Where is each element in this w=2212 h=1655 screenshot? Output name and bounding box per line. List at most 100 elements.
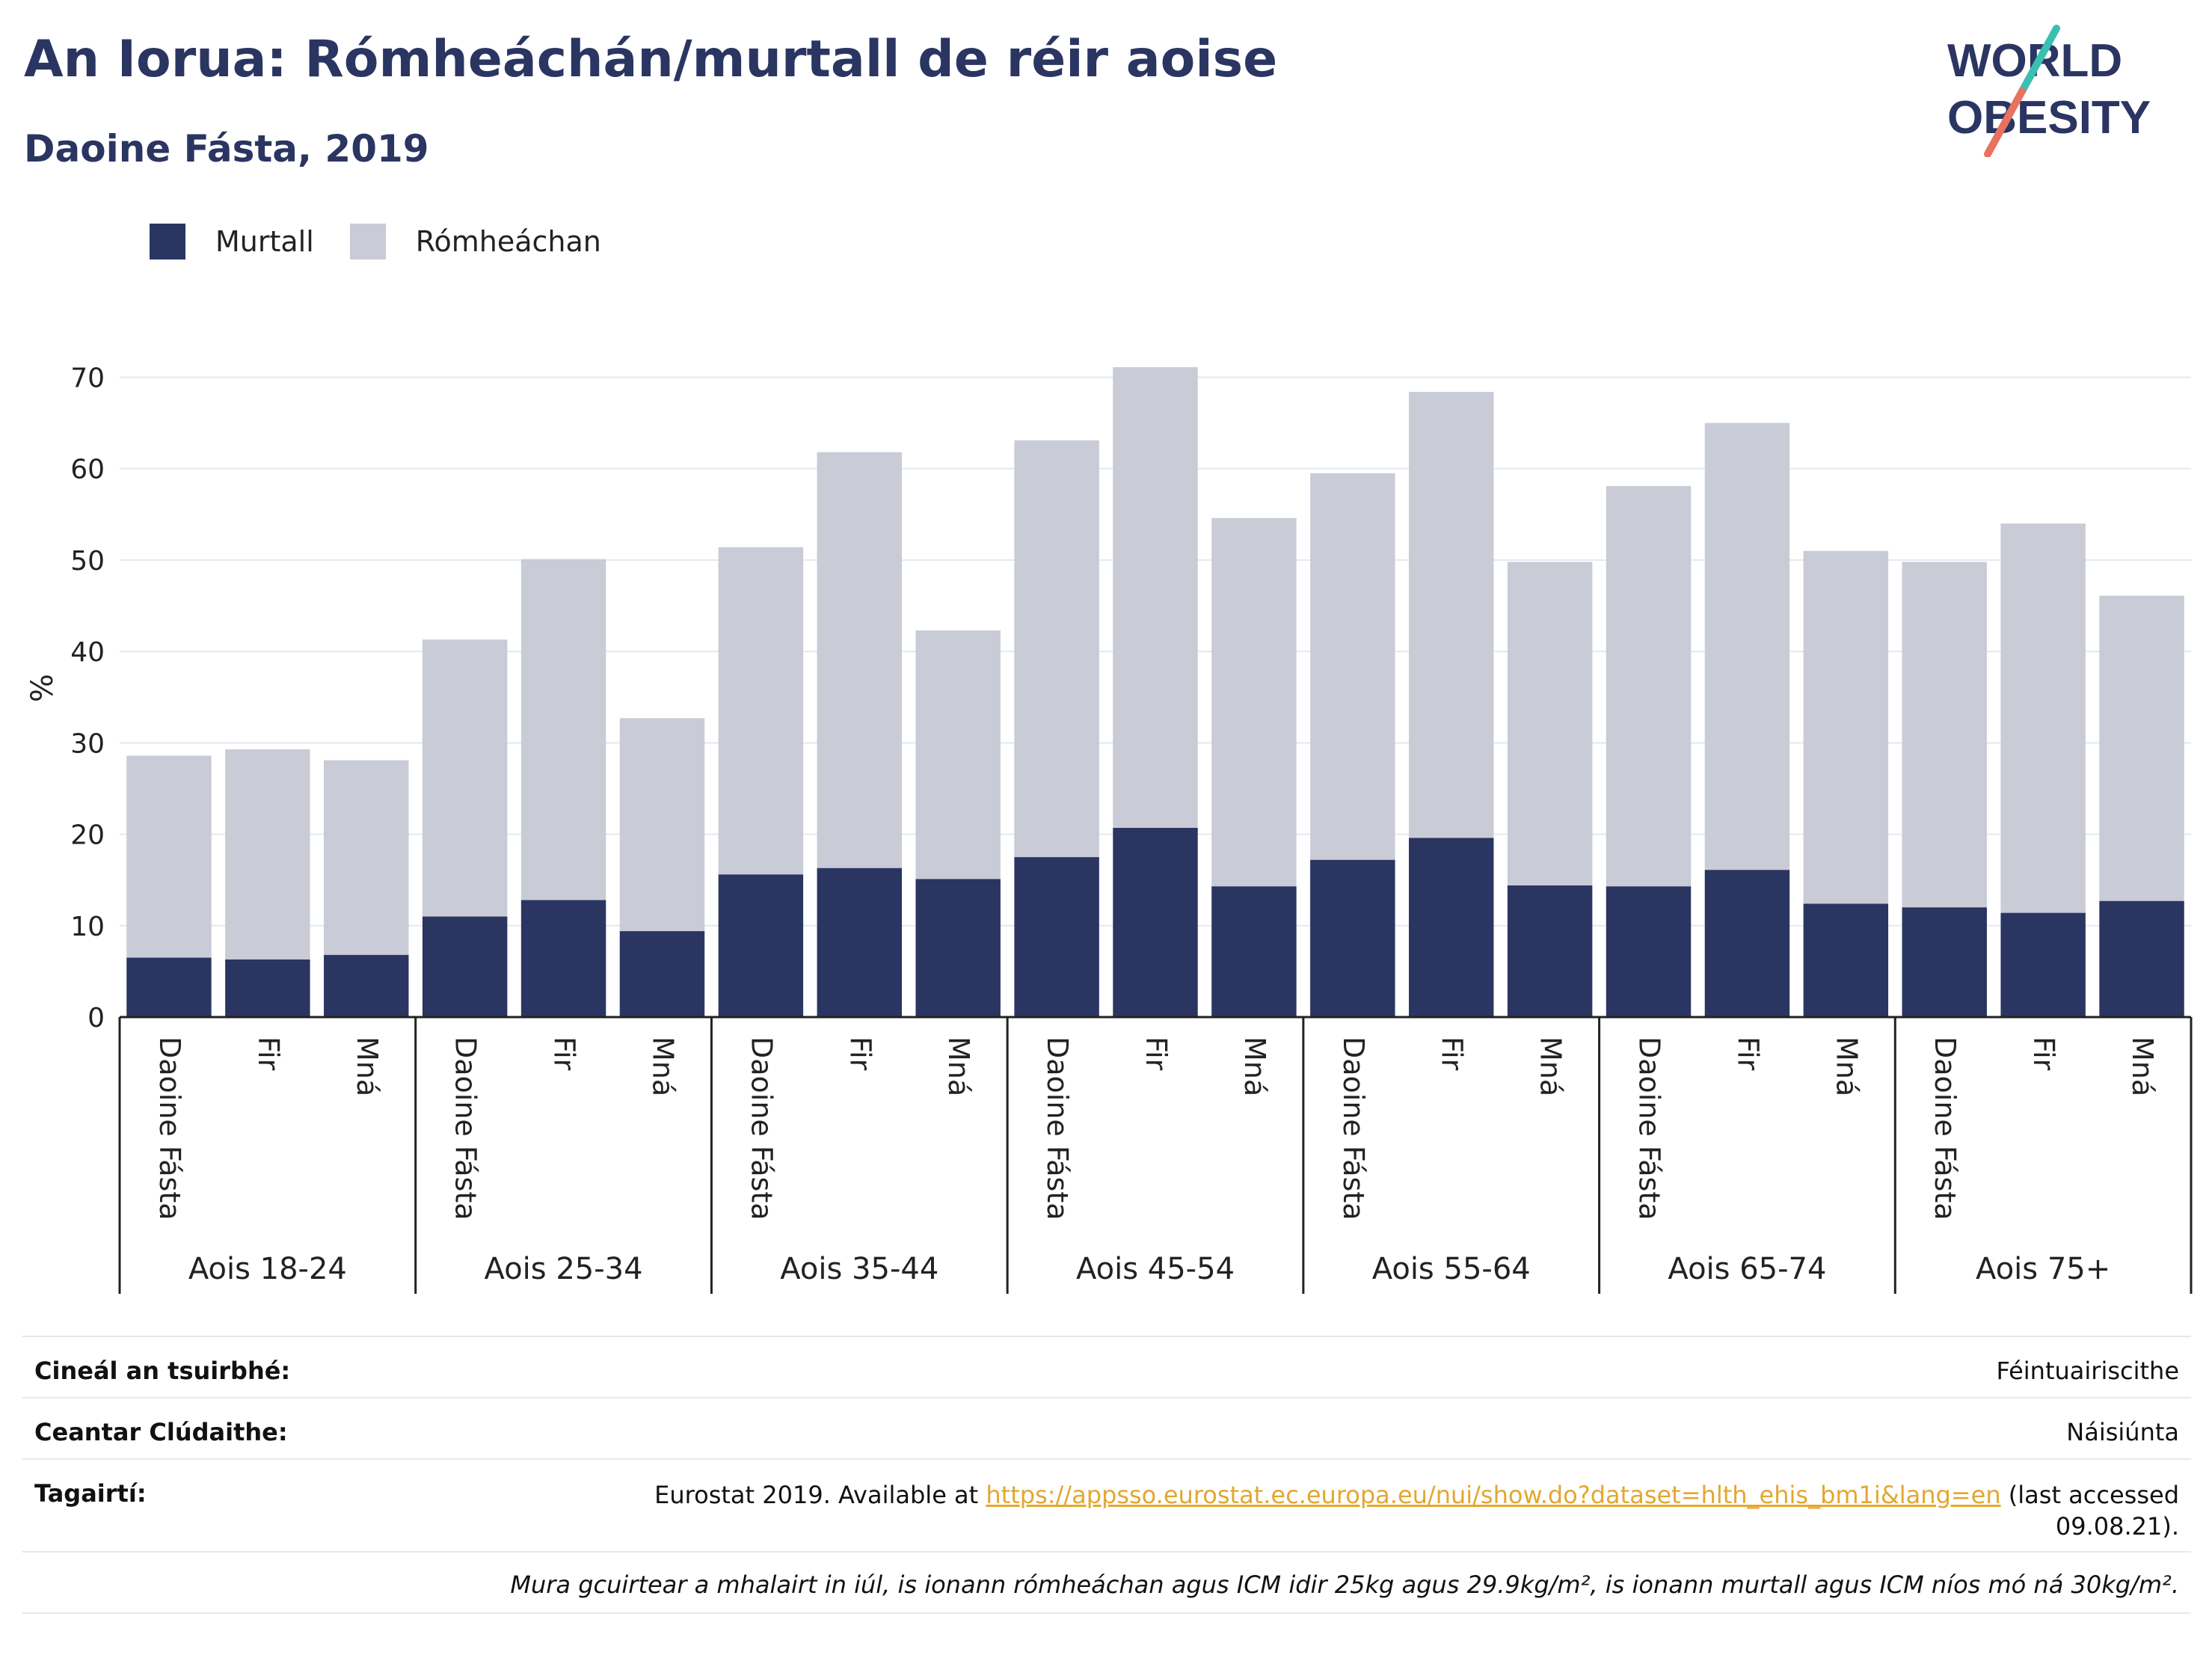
- x-group-label: Aois 45-54: [1076, 1252, 1235, 1286]
- bar-overweight: [520, 559, 606, 900]
- chart-title: An Iorua: Rómheáchán/murtall de réir aoi…: [24, 30, 1278, 89]
- x-subcategory-label: Fir: [1731, 1037, 1764, 1071]
- bar-overweight: [1902, 562, 1987, 908]
- bar-overweight: [422, 639, 508, 917]
- x-subcategory-label: Daoine Fásta: [153, 1037, 186, 1220]
- bar-overweight: [1310, 473, 1395, 860]
- references-label: Tagairtí:: [34, 1479, 147, 1508]
- bar-obesity: [1014, 857, 1099, 1017]
- chart-subtitle: Daoine Fásta, 2019: [24, 127, 429, 171]
- x-subcategory-label: Daoine Fásta: [1929, 1037, 1961, 1220]
- x-subcategory-label: Daoine Fásta: [1633, 1037, 1666, 1220]
- x-subcategory-label: Mná: [1238, 1037, 1271, 1096]
- references-prefix: Eurostat 2019. Available at: [654, 1481, 986, 1509]
- y-axis-label: %: [25, 674, 60, 702]
- bar-overweight: [1507, 562, 1593, 885]
- bar-overweight: [915, 630, 1001, 879]
- bar-overweight: [619, 718, 705, 932]
- references-link[interactable]: https://appsso.eurostat.ec.europa.eu/nui…: [986, 1481, 2001, 1509]
- definition-note: Mura gcuirtear a mhalairt in iúl, is ion…: [510, 1570, 2179, 1599]
- x-subcategory-label: Mná: [942, 1037, 975, 1096]
- x-subcategory-label: Daoine Fásta: [745, 1037, 778, 1220]
- x-subcategory-label: Mná: [2126, 1037, 2159, 1096]
- area-value: Náisiúnta: [2066, 1418, 2179, 1446]
- bar-overweight: [1704, 423, 1790, 871]
- x-group-label: Aois 35-44: [780, 1252, 938, 1286]
- bar-obesity: [1211, 886, 1297, 1017]
- bar-obesity: [324, 954, 409, 1017]
- x-subcategory-label: Daoine Fásta: [1337, 1037, 1370, 1220]
- legend-swatch-overweight: [349, 224, 386, 260]
- bar-obesity: [619, 931, 705, 1017]
- logo-line2: OBESITY: [1947, 92, 2151, 144]
- bar-obesity: [1606, 886, 1692, 1017]
- chart-legend: Murtall Rómheáchan: [150, 221, 637, 262]
- world-obesity-logo: WORLD OBESITY: [1947, 25, 2151, 157]
- meta-row-end: [22, 1612, 2191, 1614]
- bar-obesity: [225, 959, 310, 1017]
- y-tick-label: 70: [70, 363, 105, 393]
- x-subcategory-label: Mná: [1534, 1037, 1567, 1096]
- y-tick-label: 60: [70, 455, 105, 485]
- bar-overweight: [1606, 485, 1692, 887]
- x-group-label: Aois 18-24: [188, 1252, 347, 1286]
- bar-obesity: [1803, 903, 1889, 1017]
- bar-overweight: [2000, 523, 2086, 913]
- logo-teal-stroke: [2018, 25, 2060, 95]
- bar-obesity: [817, 868, 903, 1017]
- bar-obesity: [520, 900, 606, 1017]
- bar-overweight: [718, 547, 804, 875]
- legend-item-obesity[interactable]: Murtall: [150, 224, 314, 260]
- x-group-label: Aois 75+: [1976, 1252, 2110, 1286]
- references-suffix: (last accessed: [2000, 1481, 2179, 1509]
- bar-obesity: [2000, 912, 2086, 1017]
- x-subcategory-label: Mná: [351, 1037, 384, 1096]
- bar-overweight: [817, 452, 903, 868]
- bar-obesity: [1408, 838, 1494, 1017]
- references-value: Eurostat 2019. Available at https://apps…: [654, 1479, 2179, 1542]
- bar-obesity: [915, 879, 1001, 1017]
- meta-row-survey-type: Cineál an tsuirbhé: Féintuairiscithe: [22, 1336, 2191, 1398]
- y-tick-label: 20: [70, 820, 105, 851]
- meta-row-references: Tagairtí: Eurostat 2019. Available at ht…: [22, 1458, 2191, 1553]
- meta-row-note: Mura gcuirtear a mhalairt in iúl, is ion…: [22, 1551, 2191, 1614]
- x-group-label: Aois 55-64: [1372, 1252, 1531, 1286]
- x-subcategory-label: Fir: [1436, 1037, 1469, 1071]
- x-subcategory-label: Mná: [1830, 1037, 1863, 1096]
- bar-overweight: [126, 755, 212, 958]
- bar-obesity: [1704, 870, 1790, 1017]
- meta-row-area: Ceantar Clúdaithe: Náisiúnta: [22, 1397, 2191, 1460]
- y-tick-label: 40: [70, 637, 105, 668]
- y-tick-label: 30: [70, 728, 105, 759]
- x-subcategory-label: Fir: [844, 1037, 876, 1071]
- bar-overweight: [1211, 518, 1297, 887]
- x-subcategory-label: Daoine Fásta: [449, 1037, 482, 1220]
- x-subcategory-label: Fir: [1140, 1037, 1173, 1071]
- x-subcategory-label: Fir: [252, 1037, 285, 1071]
- x-subcategory-label: Daoine Fásta: [1041, 1037, 1074, 1220]
- bar-overweight: [225, 749, 310, 959]
- survey-type-label: Cineál an tsuirbhé:: [34, 1357, 291, 1385]
- area-label: Ceantar Clúdaithe:: [34, 1418, 288, 1446]
- bar-obesity: [1902, 907, 1987, 1017]
- x-group-label: Aois 25-34: [485, 1252, 643, 1286]
- bar-overweight: [1113, 367, 1198, 828]
- bar-obesity: [422, 916, 508, 1017]
- stacked-bar-chart: 0 10 20 30 40 50 60 70% Daoine Fásta Fir Mná Daoine…: [25, 363, 2193, 1294]
- legend-label-overweight: Rómheáchan: [415, 225, 601, 258]
- x-subcategory-label: Fir: [2027, 1037, 2060, 1071]
- bar-overweight: [324, 760, 409, 955]
- bar-overweight: [1408, 392, 1494, 838]
- references-date: 09.08.21).: [2055, 1512, 2179, 1541]
- bar-obesity: [126, 957, 212, 1017]
- legend-item-overweight[interactable]: Rómheáchan: [349, 224, 601, 260]
- bar-obesity: [718, 874, 804, 1017]
- legend-swatch-obesity: [150, 224, 185, 260]
- x-subcategory-label: Fir: [548, 1037, 581, 1071]
- x-group-label: Aois 65-74: [1668, 1252, 1826, 1286]
- bar-obesity: [1310, 859, 1395, 1017]
- bar-obesity: [2099, 900, 2184, 1017]
- bar-overweight: [1803, 550, 1889, 904]
- y-tick-label: 10: [70, 912, 105, 942]
- y-tick-label: 0: [87, 1003, 105, 1034]
